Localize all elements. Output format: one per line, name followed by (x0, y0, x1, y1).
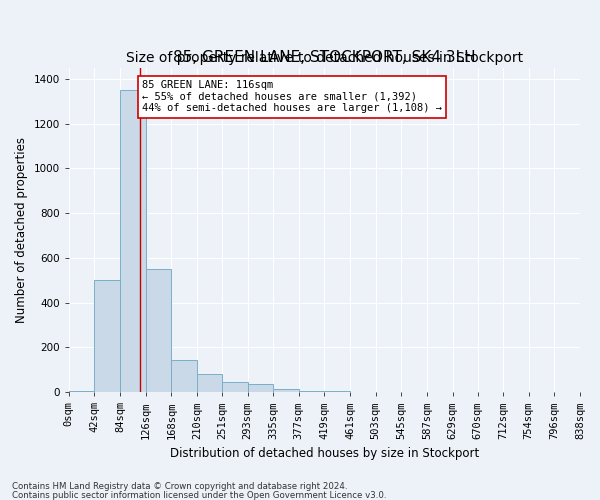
Text: Contains HM Land Registry data © Crown copyright and database right 2024.: Contains HM Land Registry data © Crown c… (12, 482, 347, 491)
Bar (120, 90, 146, 392)
Bar (69, 391, 94, 392)
Bar (248, 384, 273, 392)
Bar (172, 360, 197, 392)
Text: 85 GREEN LANE: 116sqm
← 55% of detached houses are smaller (1,392)
44% of semi-d: 85 GREEN LANE: 116sqm ← 55% of detached … (142, 80, 442, 114)
Bar (273, 389, 299, 392)
Text: Contains public sector information licensed under the Open Government Licence v3: Contains public sector information licen… (12, 490, 386, 500)
Bar (197, 374, 222, 392)
Bar (146, 269, 172, 392)
Y-axis label: Number of detached properties: Number of detached properties (15, 137, 28, 323)
Bar (299, 391, 325, 392)
Bar (325, 391, 350, 392)
X-axis label: Distribution of detached houses by size in Stockport: Distribution of detached houses by size … (170, 447, 479, 460)
Bar (222, 382, 248, 392)
Title: 85, GREEN LANE, STOCKPORT, SK4 3LH: 85, GREEN LANE, STOCKPORT, SK4 3LH (173, 50, 476, 66)
Text: Size of property relative to detached houses in Stockport: Size of property relative to detached ho… (126, 50, 523, 64)
Bar (94, 280, 120, 392)
